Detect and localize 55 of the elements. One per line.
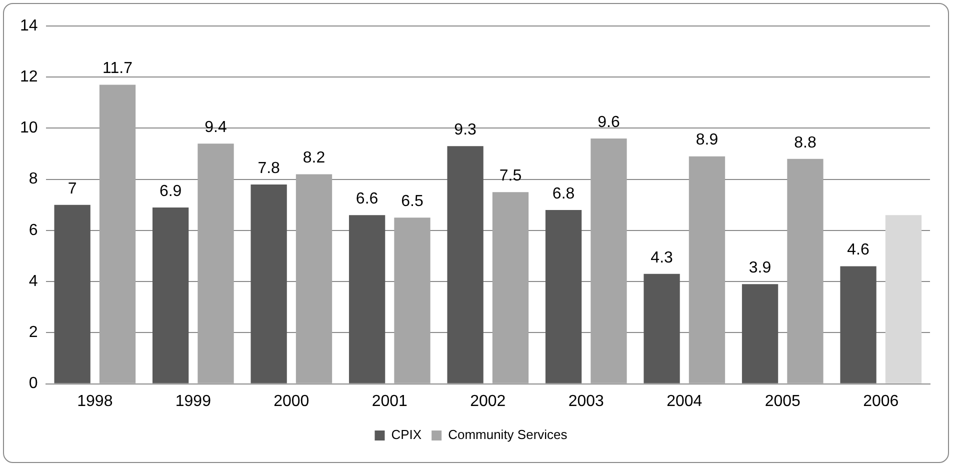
data-label: 9.4 xyxy=(204,118,227,136)
data-label: 4.3 xyxy=(650,249,674,266)
x-tick-label: 1999 xyxy=(175,392,212,410)
bar xyxy=(742,284,778,384)
bar xyxy=(447,146,484,384)
bar xyxy=(99,84,136,384)
legend-label: CPIX xyxy=(391,427,422,442)
data-label: 6.9 xyxy=(159,182,182,200)
bar xyxy=(590,138,627,384)
bar xyxy=(198,144,234,384)
data-label: 6.8 xyxy=(552,185,575,202)
bar xyxy=(250,184,287,384)
data-label: 8.2 xyxy=(302,150,326,167)
x-tick-label: 1998 xyxy=(77,392,113,410)
x-tick-label: 2000 xyxy=(274,392,310,410)
data-label: 8.8 xyxy=(794,134,816,152)
bar xyxy=(394,218,430,384)
y-tick-label: 12 xyxy=(20,68,38,86)
bar xyxy=(688,156,726,384)
bar xyxy=(492,192,529,384)
x-tick-label: 2005 xyxy=(764,392,801,410)
x-tick-label: 2004 xyxy=(666,392,702,410)
x-tick-label: 2006 xyxy=(863,392,899,410)
bar xyxy=(840,266,876,384)
x-tick-label: 2001 xyxy=(372,392,408,410)
data-label: 3.9 xyxy=(748,260,772,277)
data-label: 6.5 xyxy=(401,193,424,210)
y-tick-label: 14 xyxy=(20,17,38,34)
data-label: 9.3 xyxy=(454,122,477,139)
y-tick-label: 4 xyxy=(28,272,38,290)
bar xyxy=(296,174,332,384)
y-tick-label: 2 xyxy=(28,324,38,342)
y-tick-label: 0 xyxy=(28,375,38,392)
y-tick-label: 10 xyxy=(20,120,38,137)
data-label: 11.7 xyxy=(102,60,133,78)
legend-label: Community Services xyxy=(448,427,568,442)
data-label: 8.9 xyxy=(696,132,718,149)
data-label: 7.5 xyxy=(499,168,522,185)
data-label: 9.6 xyxy=(598,114,620,131)
bar xyxy=(885,215,922,384)
bar xyxy=(644,274,680,384)
bar xyxy=(152,207,189,384)
bar xyxy=(348,215,386,384)
x-tick-label: 2003 xyxy=(568,392,604,410)
chart-frame: CPIX Community Services 1998 1999 2000 2001 2002 2003 2004 2005 2006 0 2 4 6 8 10 12 14 7 6.9 7.8 6.6 9.3 6.8 4.3 3.9 4.6 11.7 9.4 8.2 6.5 7.5 9.6 8.9 8.8 xyxy=(3,3,949,463)
data-label: 4.6 xyxy=(847,242,870,259)
bar xyxy=(787,158,824,384)
y-tick-label: 6 xyxy=(28,222,38,239)
bar xyxy=(545,210,582,384)
data-label: 7 xyxy=(68,180,77,198)
y-tick-label: 8 xyxy=(28,170,38,188)
data-label: 6.6 xyxy=(356,190,378,208)
bar xyxy=(54,204,90,384)
x-tick-label: 2002 xyxy=(470,392,506,410)
data-label: 7.8 xyxy=(258,160,280,177)
